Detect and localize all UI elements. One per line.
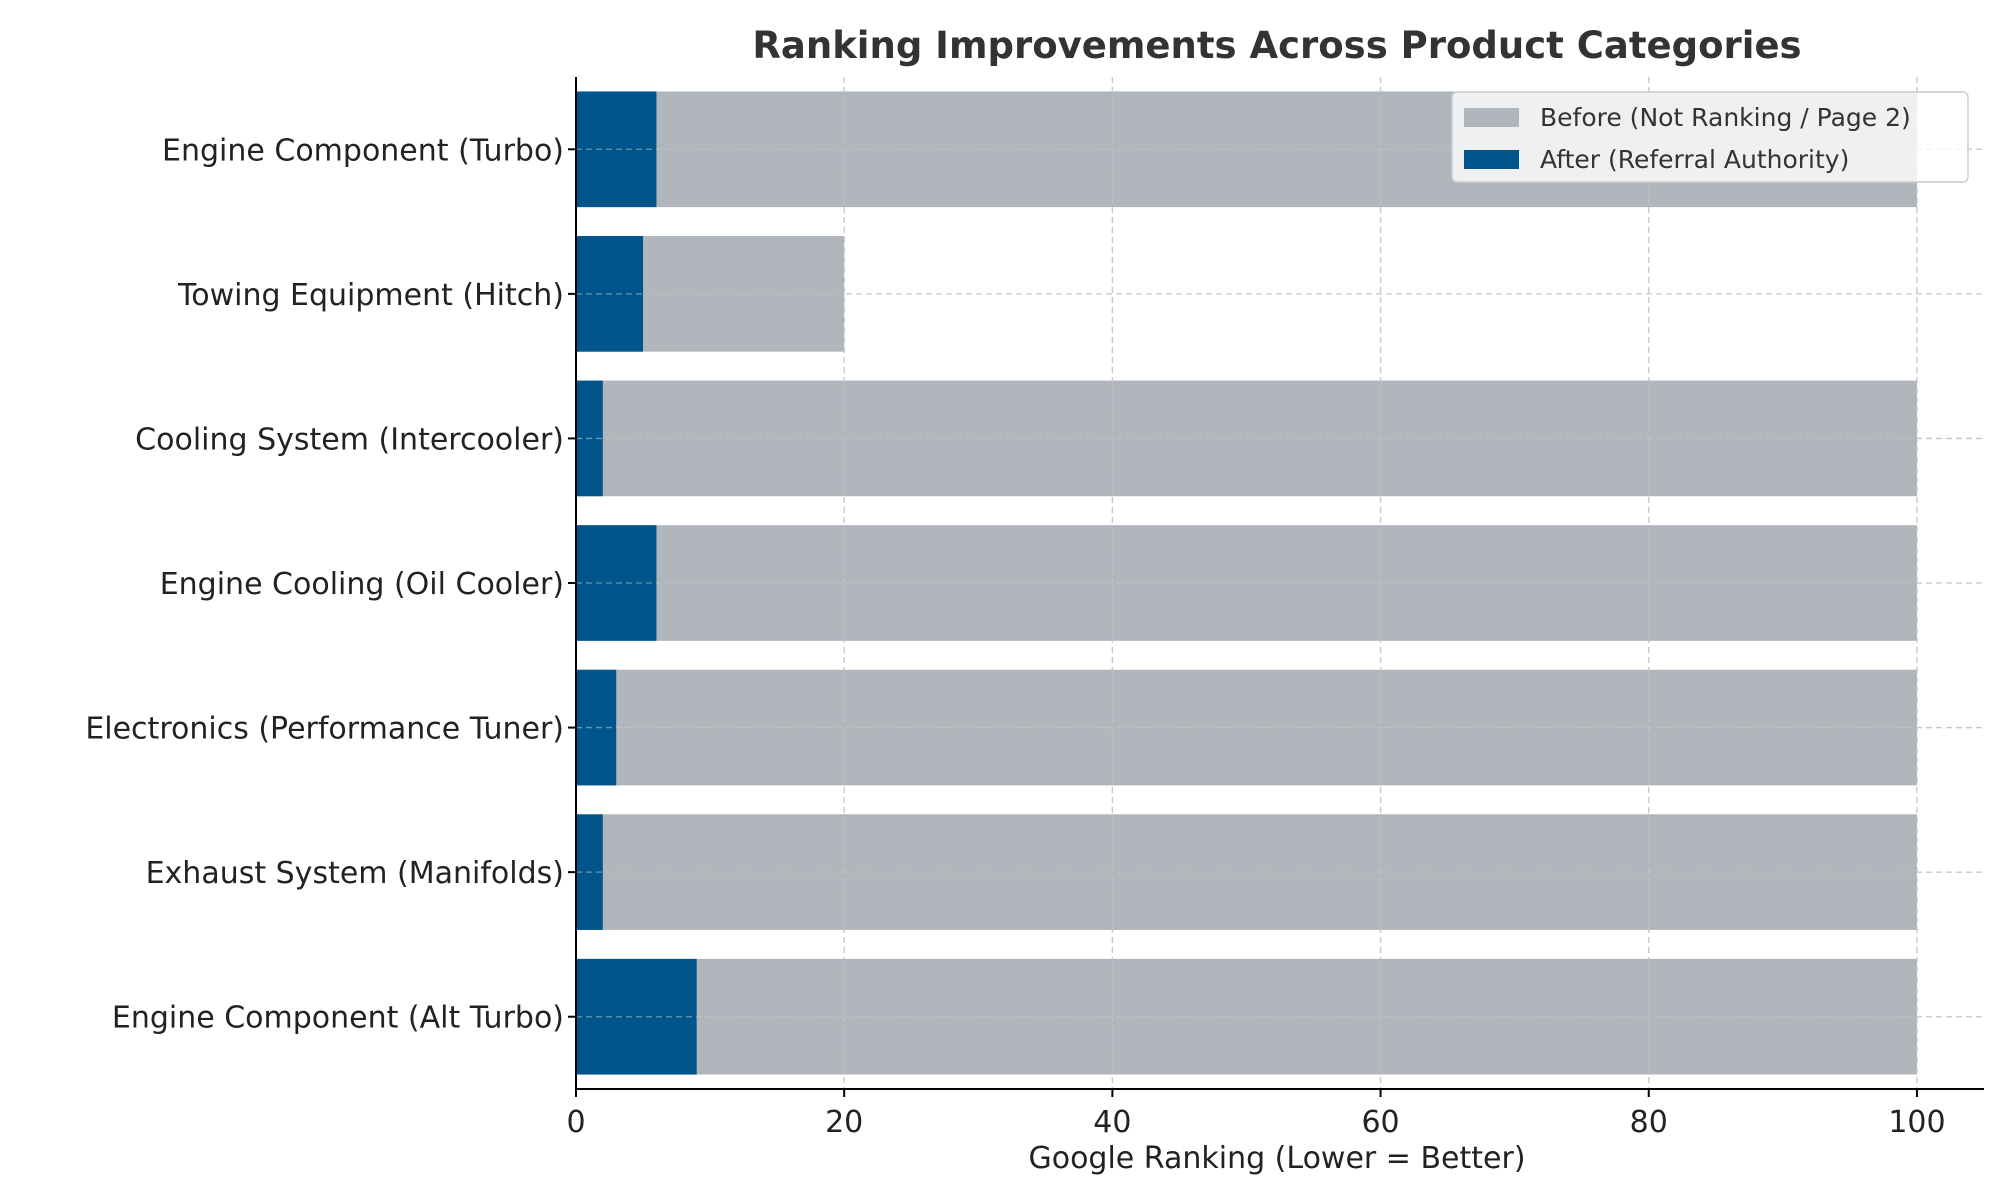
x-axis-label: Google Ranking (Lower = Better) (1028, 1141, 1525, 1176)
category-label: Exhaust System (Manifolds) (146, 856, 564, 891)
x-tick-label: 100 (1888, 1105, 1945, 1140)
category-label: Electronics (Performance Tuner) (85, 712, 564, 747)
x-tick-label: 80 (1630, 1105, 1668, 1140)
category-label: Engine Component (Turbo) (162, 133, 564, 168)
tick-labels: 0 20 40 60 80 100 Engine Component (Turbo) Towi… (85, 133, 1945, 1140)
x-tick-label: 40 (1093, 1105, 1131, 1140)
chart-title: Ranking Improvements Across Product Cate… (752, 24, 1801, 67)
category-label: Towing Equipment (Hitch) (177, 278, 564, 313)
legend-label: Before (Not Ranking / Page 2) (1540, 103, 1911, 132)
legend-swatch (1464, 108, 1519, 127)
legend-box (1451, 91, 1969, 183)
legend: Before (Not Ranking / Page 2) After (Refe… (1451, 91, 1969, 183)
x-tick-label: 20 (825, 1105, 863, 1140)
legend-swatch (1464, 150, 1519, 169)
category-label: Cooling System (Intercooler) (135, 422, 564, 457)
axes (568, 77, 1984, 1097)
legend-label: After (Referral Authority) (1540, 145, 1849, 174)
x-tick-label: 60 (1361, 1105, 1399, 1140)
bars (575, 77, 1984, 1089)
category-label: Engine Component (Alt Turbo) (112, 1001, 564, 1036)
category-label: Engine Cooling (Oil Cooler) (160, 567, 564, 602)
x-tick-label: 0 (566, 1105, 585, 1140)
